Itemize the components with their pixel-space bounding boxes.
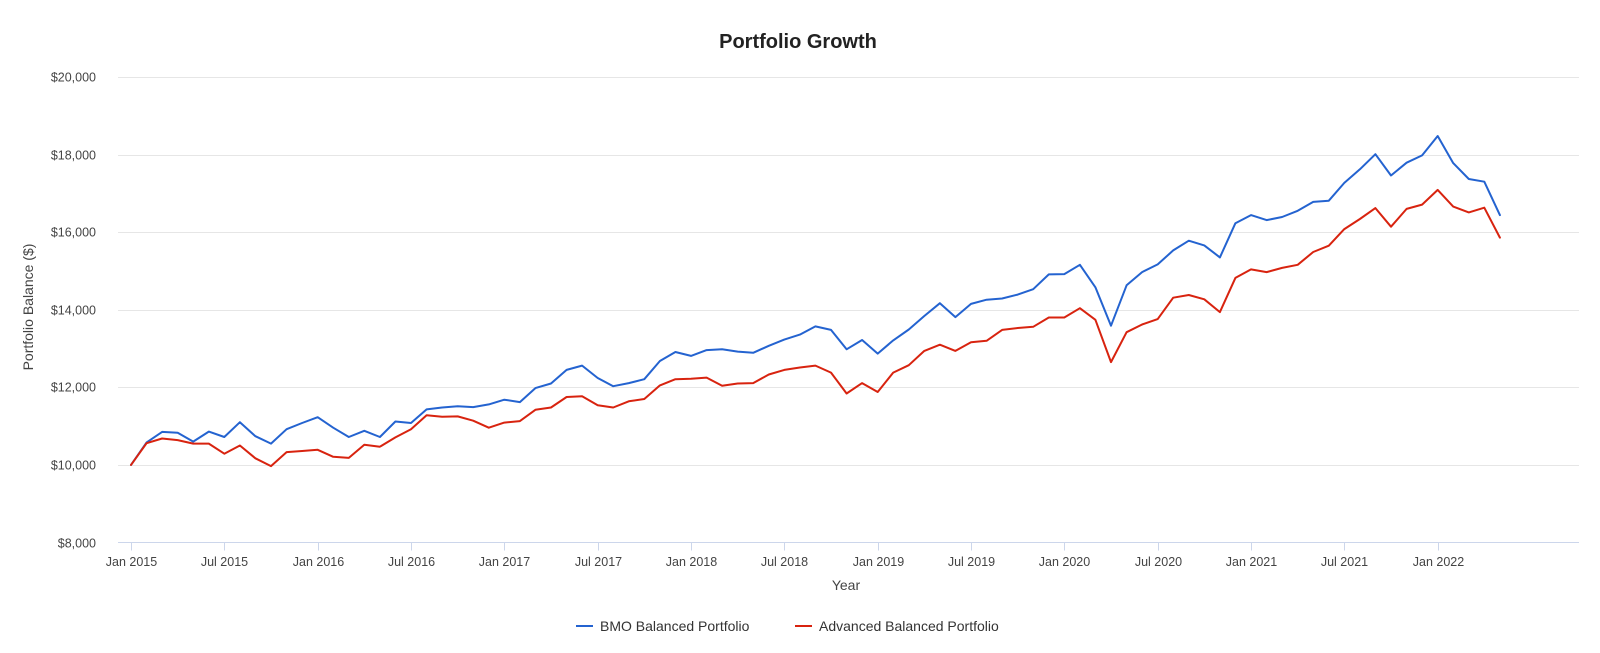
x-tick-label: Jan 2020 <box>1039 555 1090 569</box>
legend: BMO Balanced Portfolio Advanced Balanced… <box>576 618 999 634</box>
y-tick-label: $8,000 <box>58 537 96 551</box>
x-tick-label: Jul 2017 <box>575 555 622 569</box>
legend-label: Advanced Balanced Portfolio <box>819 618 999 634</box>
y-tick-label: $14,000 <box>51 304 96 318</box>
y-tick-label: $20,000 <box>51 71 96 85</box>
x-tick-label: Jan 2022 <box>1413 555 1464 569</box>
grid-lines <box>118 77 1579 466</box>
series-line-advanced-balanced <box>130 188 1501 468</box>
series-lines <box>130 135 1501 468</box>
y-tick-label: $12,000 <box>51 381 96 395</box>
series-line-bmo-balanced <box>130 135 1501 466</box>
x-axis-ticks: Jan 2015 Jul 2015 Jan 2016 Jul 2016 Jan 2017… <box>106 542 1464 569</box>
chart-title: Portfolio Growth <box>719 31 877 53</box>
x-tick-label: Jul 2019 <box>948 555 995 569</box>
x-tick-label: Jan 2018 <box>666 555 717 569</box>
x-tick-label: Jan 2015 <box>106 555 157 569</box>
x-tick-label: Jul 2018 <box>761 555 808 569</box>
x-axis-label: Year <box>832 577 861 593</box>
legend-item-advanced-balanced[interactable]: Advanced Balanced Portfolio <box>795 618 999 634</box>
x-tick-label: Jul 2016 <box>388 555 435 569</box>
x-tick-label: Jan 2016 <box>293 555 344 569</box>
legend-item-bmo-balanced[interactable]: BMO Balanced Portfolio <box>576 618 750 634</box>
y-axis-label: Portfolio Balance ($) <box>20 244 36 371</box>
y-tick-label: $18,000 <box>51 149 96 163</box>
y-tick-label: $16,000 <box>51 226 96 240</box>
legend-label: BMO Balanced Portfolio <box>600 618 750 634</box>
x-tick-label: Jan 2021 <box>1226 555 1277 569</box>
y-tick-label: $10,000 <box>51 459 96 473</box>
x-tick-label: Jan 2019 <box>853 555 904 569</box>
x-tick-label: Jan 2017 <box>479 555 530 569</box>
x-tick-label: Jul 2021 <box>1321 555 1368 569</box>
x-tick-label: Jul 2020 <box>1135 555 1182 569</box>
y-axis-ticks: $8,000 $10,000 $12,000 $14,000 $16,000 $18,00… <box>51 71 96 551</box>
x-tick-label: Jul 2015 <box>201 555 248 569</box>
